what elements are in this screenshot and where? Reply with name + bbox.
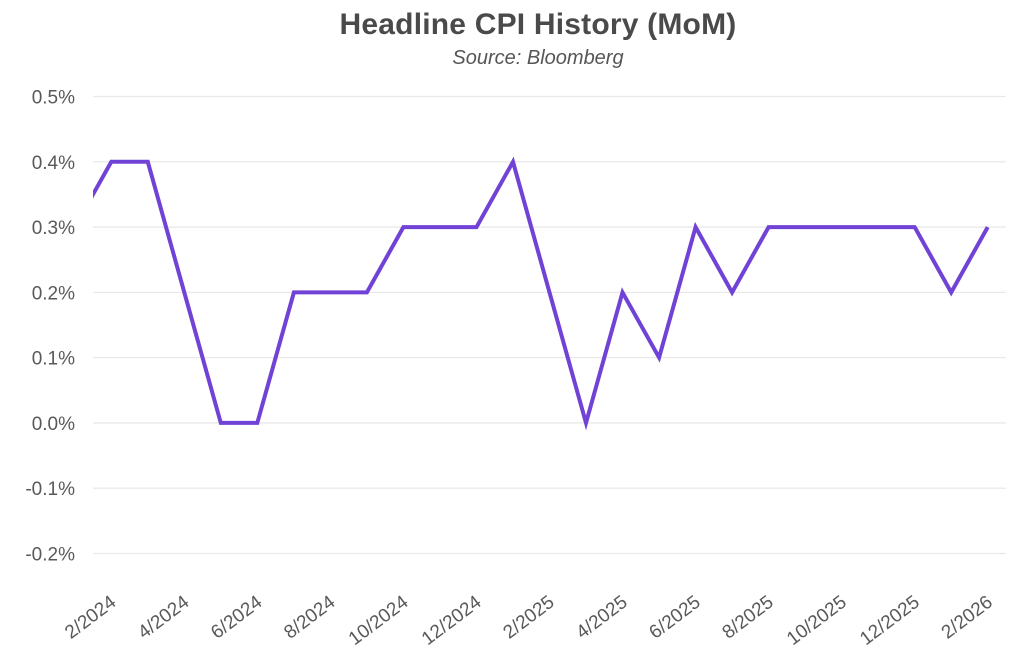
x-axis-tick-label: 6/2025 xyxy=(646,592,705,644)
y-axis-tick-label: -0.2% xyxy=(25,545,75,566)
x-axis-tick-label: 8/2024 xyxy=(280,591,339,643)
x-axis-tick-label: 2/2024 xyxy=(61,591,120,643)
y-axis-tick-label: -0.1% xyxy=(25,479,75,500)
y-axis-tick-label: 0.4% xyxy=(32,153,75,174)
x-axis-tick-label: 12/2025 xyxy=(856,592,923,650)
x-axis-tick-label: 4/2024 xyxy=(134,591,193,643)
y-axis-tick-label: 0.1% xyxy=(32,349,75,370)
x-axis-tick-label: 12/2024 xyxy=(418,591,486,649)
x-axis-tick-label: 10/2025 xyxy=(783,592,850,650)
page-title: Headline CPI History (MoM) xyxy=(339,8,737,41)
page-subtitle: Source: Bloomberg xyxy=(452,47,624,69)
x-axis-tick-label: 2/2026 xyxy=(938,592,997,644)
x-axis-tick-label: 6/2024 xyxy=(207,591,266,643)
x-axis-tick-label: 4/2025 xyxy=(572,592,631,644)
y-axis-tick-label: 0.5% xyxy=(32,88,75,109)
y-axis-tick-label: 0.2% xyxy=(32,283,75,304)
cpi-series-line xyxy=(93,156,990,431)
y-axis-tick-label: 0.0% xyxy=(32,414,75,435)
x-axis-tick-label: 8/2025 xyxy=(719,592,778,644)
y-axis-tick-label: 0.3% xyxy=(32,218,75,239)
x-axis-tick-label: 2/2025 xyxy=(499,592,558,644)
x-axis-tick-label: 10/2024 xyxy=(345,591,413,649)
